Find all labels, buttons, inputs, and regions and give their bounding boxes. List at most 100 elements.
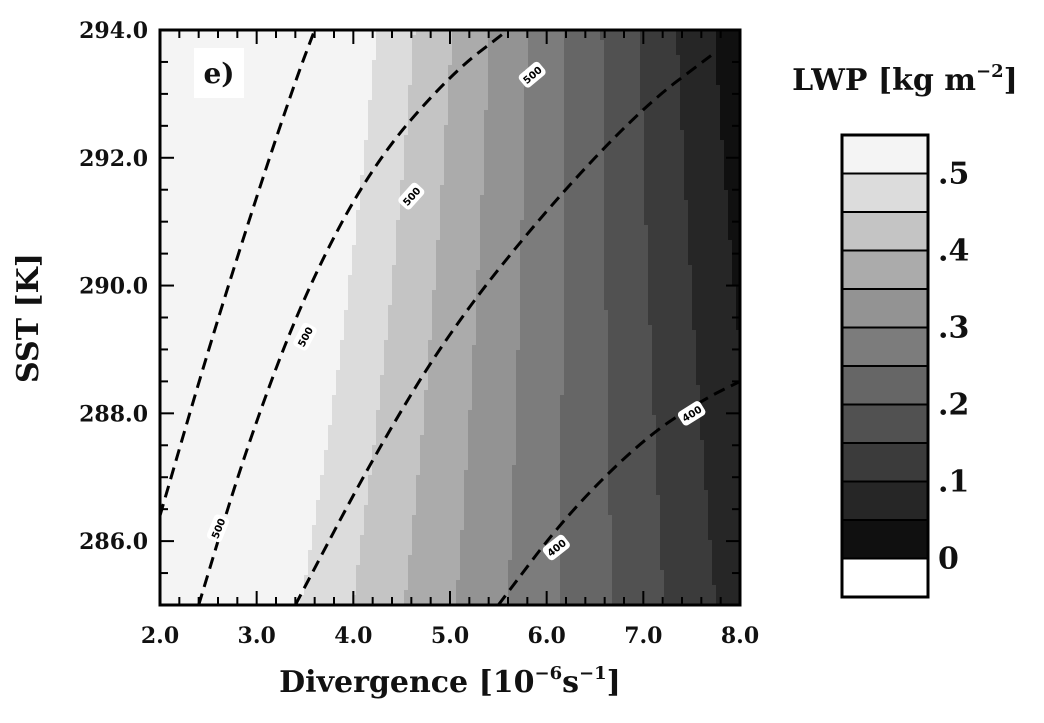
field-cell bbox=[232, 420, 237, 426]
field-cell bbox=[216, 545, 221, 551]
field-cell bbox=[272, 40, 277, 46]
field-cell bbox=[216, 135, 221, 141]
field-cell bbox=[200, 240, 205, 246]
field-cell bbox=[284, 55, 289, 61]
field-cell bbox=[324, 550, 329, 556]
field-cell bbox=[192, 565, 197, 571]
field-cell bbox=[324, 185, 329, 191]
field-cell bbox=[208, 330, 213, 336]
field-cell bbox=[276, 355, 281, 361]
field-cell bbox=[308, 30, 313, 36]
field-cell bbox=[312, 335, 317, 341]
field-cell bbox=[252, 445, 257, 451]
field-cell bbox=[296, 570, 301, 576]
field-cell bbox=[276, 110, 281, 116]
field-cell bbox=[216, 145, 221, 151]
field-cell bbox=[296, 355, 301, 361]
field-cell bbox=[244, 310, 249, 316]
field-cell bbox=[164, 320, 169, 326]
field-cell bbox=[204, 30, 209, 36]
field-cell bbox=[260, 110, 265, 116]
field-cell bbox=[308, 75, 313, 81]
field-cell bbox=[188, 150, 193, 156]
field-cell bbox=[192, 130, 197, 136]
field-cell bbox=[184, 270, 189, 276]
field-cell bbox=[276, 100, 281, 106]
field-cell bbox=[184, 585, 189, 591]
field-cell bbox=[288, 590, 293, 596]
field-cell bbox=[164, 360, 169, 366]
field-cell bbox=[204, 570, 209, 576]
field-cell bbox=[252, 530, 257, 536]
field-cell bbox=[176, 510, 181, 516]
field-cell bbox=[168, 65, 173, 71]
field-cell bbox=[188, 140, 193, 146]
field-cell bbox=[216, 130, 221, 136]
field-cell bbox=[184, 360, 189, 366]
field-cell bbox=[256, 45, 261, 51]
field-cell bbox=[188, 295, 193, 301]
field-cell bbox=[304, 355, 309, 361]
field-cell bbox=[168, 185, 173, 191]
field-cell bbox=[220, 490, 225, 496]
field-cell bbox=[288, 70, 293, 76]
field-cell bbox=[204, 460, 209, 466]
field-cell bbox=[332, 100, 337, 106]
field-cell bbox=[332, 275, 337, 281]
field-cell bbox=[212, 340, 217, 346]
field-cell bbox=[188, 40, 193, 46]
field-cell bbox=[176, 135, 181, 141]
field-cell bbox=[220, 200, 225, 206]
field-cell bbox=[304, 210, 309, 216]
field-cell bbox=[188, 305, 193, 311]
field-cell bbox=[188, 325, 193, 331]
field-cell bbox=[180, 600, 185, 605]
field-cell bbox=[264, 305, 269, 311]
field-cell bbox=[280, 310, 285, 316]
field-cell bbox=[260, 285, 265, 291]
field-cell bbox=[256, 170, 261, 176]
field-cell bbox=[320, 425, 325, 431]
field-cell bbox=[256, 35, 261, 41]
field-cell bbox=[292, 310, 297, 316]
field-cell bbox=[216, 270, 221, 276]
field-cell bbox=[244, 270, 249, 276]
field-cell bbox=[256, 560, 261, 566]
field-cell bbox=[292, 350, 297, 356]
field-cell bbox=[260, 315, 265, 321]
field-cell bbox=[220, 40, 225, 46]
field-cell bbox=[308, 205, 313, 211]
field-cell bbox=[272, 65, 277, 71]
field-cell bbox=[256, 570, 261, 576]
field-cell bbox=[192, 185, 197, 191]
field-cell bbox=[188, 415, 193, 421]
field-cell bbox=[280, 480, 285, 486]
field-cell bbox=[224, 340, 229, 346]
field-cell bbox=[188, 175, 193, 181]
field-cell bbox=[324, 535, 329, 541]
field-cell bbox=[292, 450, 297, 456]
field-cell bbox=[184, 95, 189, 101]
field-cell bbox=[176, 535, 181, 541]
field-cell bbox=[220, 425, 225, 431]
field-cell bbox=[240, 530, 245, 536]
field-cell bbox=[260, 305, 265, 311]
field-cell bbox=[300, 55, 305, 61]
field-cell bbox=[216, 355, 221, 361]
field-cell bbox=[320, 580, 325, 586]
field-cell bbox=[164, 270, 169, 276]
field-cell bbox=[264, 155, 269, 161]
field-cell bbox=[284, 30, 289, 36]
field-cell bbox=[280, 530, 285, 536]
field-cell bbox=[328, 380, 333, 386]
field-cell bbox=[228, 125, 233, 131]
field-cell bbox=[260, 390, 265, 396]
field-cell bbox=[216, 45, 221, 51]
field-cell bbox=[304, 370, 309, 376]
field-cell bbox=[196, 460, 201, 466]
field-cell bbox=[272, 355, 277, 361]
field-cell bbox=[268, 185, 273, 191]
field-cell bbox=[288, 45, 293, 51]
field-cell bbox=[308, 315, 313, 321]
field-cell bbox=[260, 230, 265, 236]
